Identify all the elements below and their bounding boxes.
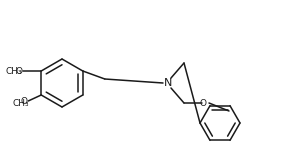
Text: CH₃: CH₃	[5, 67, 22, 76]
Text: N: N	[164, 78, 172, 88]
Text: CH₃: CH₃	[12, 98, 29, 108]
Text: O: O	[20, 97, 27, 107]
Text: O: O	[15, 67, 22, 76]
Text: O: O	[200, 98, 206, 108]
